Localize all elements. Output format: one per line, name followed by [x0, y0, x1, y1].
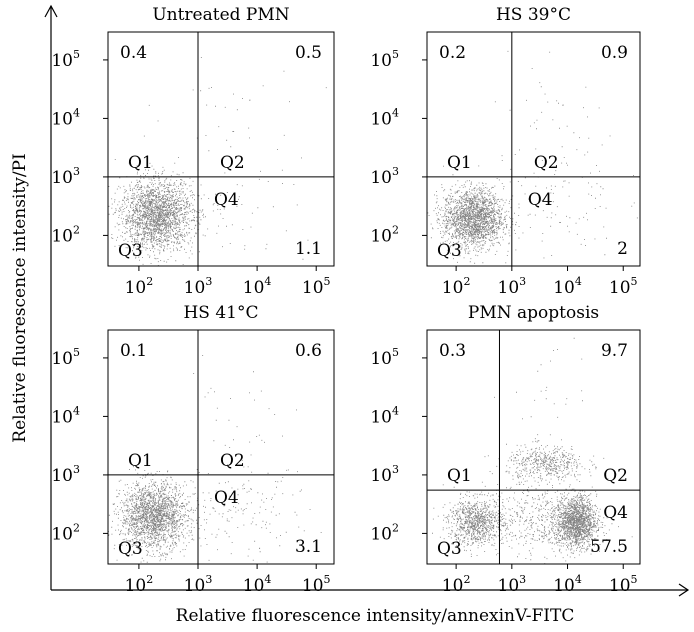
y-tick-label: 104 — [370, 106, 399, 129]
x-axis-label: Relative fluorescence intensity/annexinV… — [176, 606, 575, 626]
event-dot-cloud — [427, 50, 638, 264]
quadrant-label-q2: Q2 — [603, 466, 628, 486]
y-tick-label: 103 — [370, 165, 399, 188]
x-tick-label: 105 — [302, 573, 331, 596]
panel-2: 102 103 104 105 102 103 104 105 HS 39°C 0.2 0.9 2 Q1… — [370, 5, 641, 298]
quadrant-label-q2: Q2 — [534, 153, 559, 173]
percent-upper-right: 0.9 — [601, 43, 628, 63]
x-tick-label: 104 — [243, 573, 272, 596]
panel-title: Untreated PMN — [152, 5, 289, 25]
x-tick-label: 102 — [442, 275, 471, 298]
y-tick-label: 105 — [370, 346, 399, 369]
x-tick-label: 104 — [553, 275, 582, 298]
percent-lower-right: 2 — [617, 239, 628, 259]
plot-frame — [426, 31, 641, 267]
x-tick-label: 105 — [302, 275, 331, 298]
y-tick-label: 103 — [370, 463, 399, 486]
x-tick-label: 102 — [125, 573, 154, 596]
quadrant-label-q4: Q4 — [528, 190, 553, 210]
y-tick-label: 102 — [370, 521, 399, 544]
quadrant-label-q4: Q4 — [214, 488, 239, 508]
x-tick-label: 103 — [498, 275, 527, 298]
event-dots — [427, 50, 638, 264]
x-tick-label: 102 — [442, 573, 471, 596]
quadrant-label-q4: Q4 — [214, 190, 239, 210]
percent-upper-left: 0.1 — [120, 341, 147, 361]
event-dots — [108, 57, 327, 266]
plot-frame — [107, 329, 335, 565]
y-tick-label: 105 — [370, 48, 399, 71]
percent-lower-right: 1.1 — [295, 239, 322, 259]
panel-1: 102 103 104 105 102 103 104 105 Untreated PMN0.4… — [51, 5, 335, 298]
quadrant-label-q4: Q4 — [603, 503, 628, 523]
panel-title: HS 41°C — [183, 303, 258, 323]
y-tick-label: 102 — [370, 223, 399, 246]
y-tick-label: 104 — [51, 106, 80, 129]
y-tick-label: 102 — [51, 521, 80, 544]
x-tick-label: 103 — [184, 573, 213, 596]
event-dot-cloud — [108, 57, 327, 266]
percent-upper-left: 0.4 — [120, 43, 147, 63]
percent-upper-left: 0.2 — [439, 43, 466, 63]
x-tick-label: 104 — [553, 573, 582, 596]
quadrant-label-q3: Q3 — [118, 539, 143, 559]
figure-x-axis-arrow — [678, 583, 690, 597]
percent-upper-right: 0.5 — [295, 43, 322, 63]
y-tick-label: 105 — [51, 346, 80, 369]
quadrant-label-q1: Q1 — [128, 153, 153, 173]
quadrant-label-q1: Q1 — [447, 466, 472, 486]
figure-y-axis-arrow — [44, 4, 58, 18]
panel-title: HS 39°C — [496, 5, 571, 25]
event-dot-cloud — [432, 337, 633, 564]
y-axis-label: Relative fluorescence intensity/PI — [10, 153, 30, 442]
percent-upper-left: 0.3 — [439, 341, 466, 361]
plot-frame — [107, 31, 335, 267]
quadrant-label-q3: Q3 — [118, 241, 143, 261]
y-tick-label: 105 — [51, 48, 80, 71]
x-tick-label: 103 — [184, 275, 213, 298]
percent-upper-right: 0.6 — [295, 341, 322, 361]
y-tick-label: 104 — [370, 404, 399, 427]
y-tick-label: 103 — [51, 463, 80, 486]
panel-3: 102 103 104 105 102 103 104 105 HS 41°C 0.1 0.6 3.1… — [51, 303, 335, 596]
y-tick-label: 104 — [51, 404, 80, 427]
quadrant-label-q2: Q2 — [220, 451, 245, 471]
x-tick-label: 102 — [125, 275, 154, 298]
quadrant-label-q1: Q1 — [128, 451, 153, 471]
y-tick-label: 103 — [51, 165, 80, 188]
y-tick-label: 102 — [51, 223, 80, 246]
x-tick-label: 105 — [609, 573, 638, 596]
quadrant-label-q3: Q3 — [437, 241, 462, 261]
x-tick-label: 104 — [243, 275, 272, 298]
quadrant-label-q1: Q1 — [447, 153, 472, 173]
panel-4: 102 103 104 105 102 103 104 105 PMN apoptosis0.3… — [370, 303, 641, 596]
quadrant-label-q3: Q3 — [437, 539, 462, 559]
x-tick-label: 105 — [609, 275, 638, 298]
percent-lower-right: 3.1 — [295, 537, 322, 557]
percent-lower-right: 57.5 — [590, 537, 628, 557]
event-dots — [432, 337, 633, 564]
plot-frame — [426, 329, 641, 565]
quadrant-label-q2: Q2 — [220, 153, 245, 173]
percent-upper-right: 9.7 — [601, 341, 628, 361]
panel-title: PMN apoptosis — [468, 303, 599, 323]
panels: 102 103 104 105 102 103 104 105 Untreated PMN0.4… — [51, 5, 641, 596]
x-tick-label: 103 — [498, 573, 527, 596]
